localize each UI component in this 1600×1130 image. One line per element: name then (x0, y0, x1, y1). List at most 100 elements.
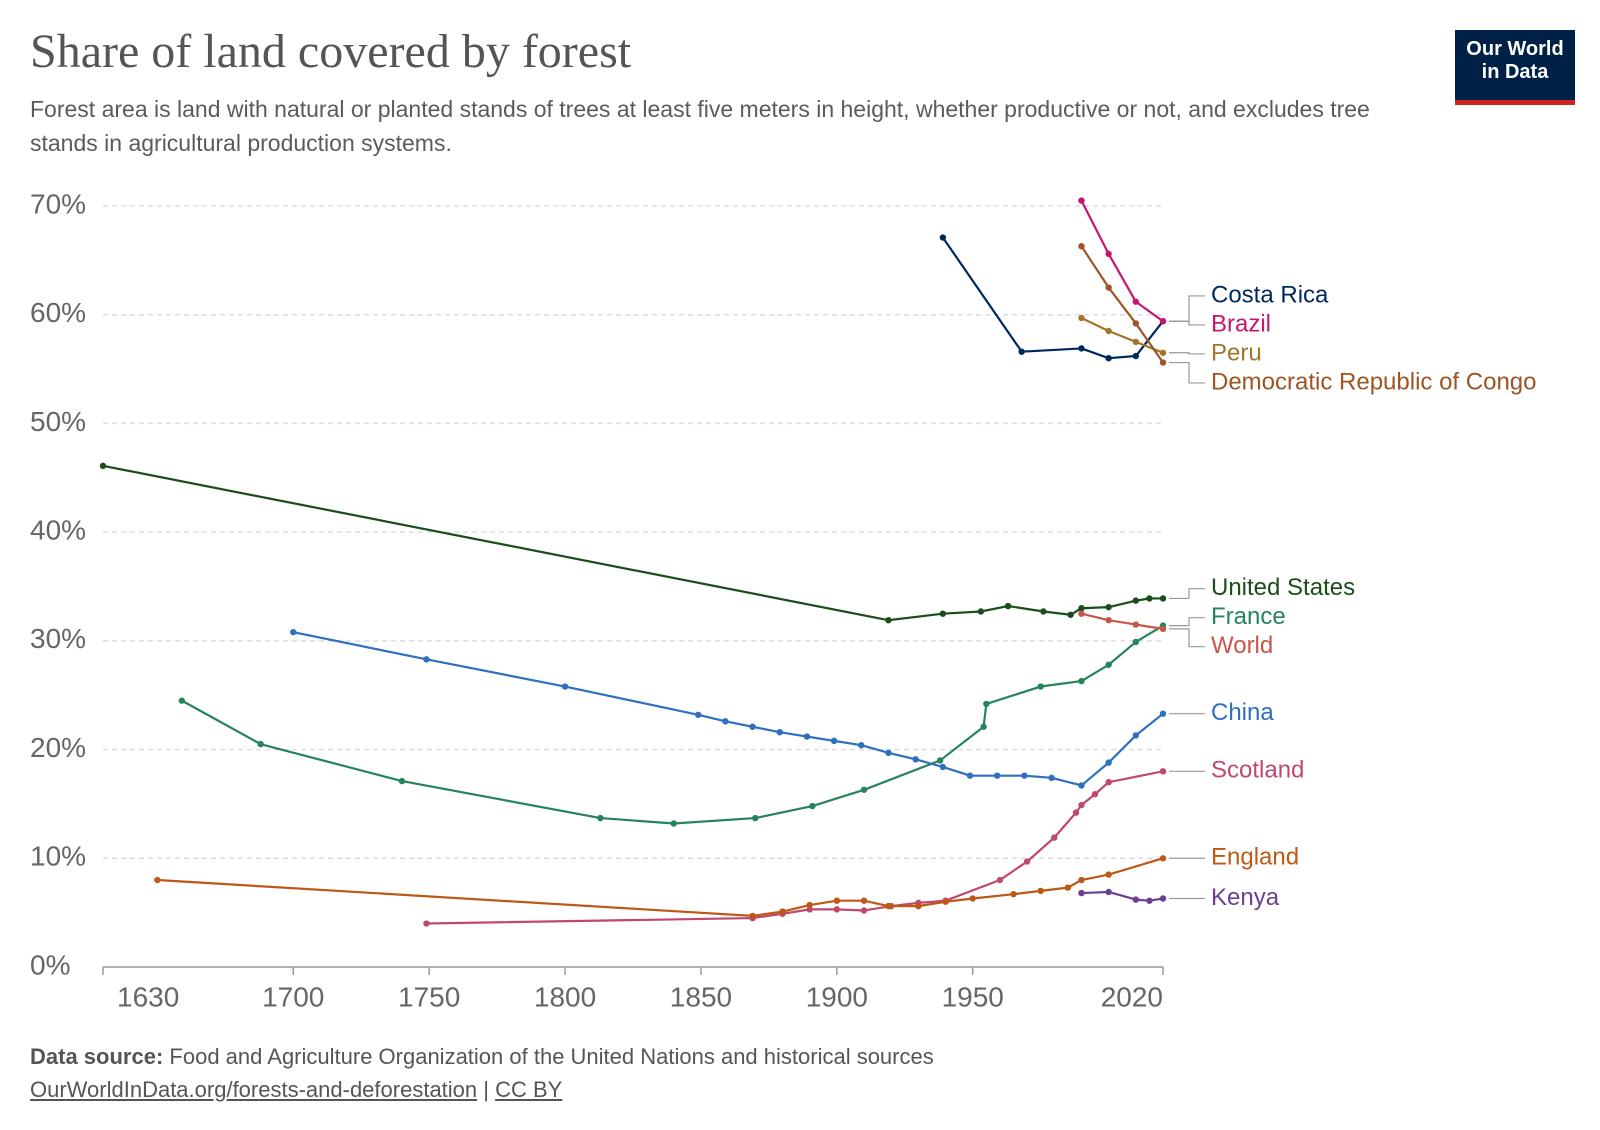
x-tick-label: 2020 (1101, 981, 1163, 1012)
data-point (1132, 597, 1140, 604)
series-label: Kenya (1211, 884, 1280, 911)
data-point (1105, 603, 1112, 611)
chart-subtitle: Forest area is land with natural or plan… (30, 96, 1370, 156)
series-line (157, 857, 1164, 918)
data-point (1023, 858, 1031, 865)
series-label: China (1211, 699, 1274, 726)
series-label: Peru (1211, 339, 1262, 366)
data-point (423, 656, 430, 663)
data-point (1146, 595, 1153, 602)
data-point (1105, 355, 1112, 362)
y-tick-label: 30% (30, 623, 86, 654)
logo[interactable]: Our World in Data (1455, 30, 1575, 105)
data-point (1091, 790, 1099, 798)
x-tick-label: 1700 (262, 981, 324, 1012)
y-tick-label: 20% (30, 732, 86, 763)
data-point (1078, 876, 1085, 884)
series-label: United States (1211, 574, 1355, 601)
data-point (915, 902, 922, 910)
label-connector (1169, 588, 1205, 600)
data-point (942, 898, 949, 905)
data-point (1078, 345, 1085, 352)
data-point (803, 733, 811, 740)
data-point (1105, 327, 1112, 335)
x-tick-label: 1850 (670, 981, 732, 1012)
x-tick-label: 1750 (398, 981, 460, 1012)
data-point (1132, 621, 1140, 628)
data-point (561, 683, 569, 690)
url[interactable]: OurWorldInData.org/forests-and-deforesta… (30, 1077, 478, 1102)
link-line: OurWorldInData.org/forests-and-deforesta… (30, 1073, 934, 1106)
x-tick-label: 1630 (117, 981, 179, 1012)
y-tick-label: 70% (30, 188, 86, 219)
license[interactable]: CC BY (495, 1077, 563, 1102)
data-point (977, 608, 985, 615)
data-point (749, 723, 756, 730)
data-point (983, 700, 990, 708)
data-point (966, 772, 974, 779)
data-point (1078, 197, 1085, 204)
data-point (939, 610, 947, 617)
data-point (290, 628, 297, 636)
x-tick-label: 1800 (534, 981, 596, 1012)
data-point (423, 920, 430, 927)
data-point (1021, 772, 1028, 779)
y-tick-label: 50% (30, 406, 86, 437)
data-point (1040, 608, 1047, 615)
data-point (1105, 284, 1112, 291)
series-line (426, 770, 1164, 925)
series-line (1080, 200, 1164, 323)
data-point (1072, 809, 1080, 816)
data-point (1132, 338, 1140, 346)
y-tick-label: 60% (30, 297, 86, 328)
data-point (1078, 243, 1085, 250)
data-point (1051, 834, 1058, 841)
data-point (885, 749, 892, 757)
data-point (830, 737, 838, 745)
data-point (1132, 352, 1140, 360)
data-point (154, 876, 161, 884)
data-point (779, 908, 786, 915)
data-point (936, 757, 944, 764)
label-connector (1169, 628, 1205, 648)
data-point (670, 820, 677, 827)
data-point (1132, 896, 1140, 903)
data-point (1078, 610, 1085, 617)
series-line (102, 464, 1163, 622)
data-point (1105, 250, 1112, 258)
series-line (941, 236, 1164, 360)
data-point (885, 617, 892, 624)
label-connector (1169, 617, 1205, 627)
label-connector (1169, 352, 1205, 355)
y-tick-label: 40% (30, 515, 86, 546)
data-point (1132, 732, 1140, 739)
series-line (1080, 245, 1164, 364)
data-point (860, 897, 868, 904)
data-point (1159, 710, 1167, 717)
data-point (1105, 617, 1112, 624)
data-point (1105, 759, 1112, 766)
label-connector (1169, 320, 1205, 326)
series-label: Democratic Republic of Congo (1211, 368, 1537, 395)
data-point (1067, 611, 1074, 618)
data-point (1064, 884, 1072, 891)
data-point (1132, 638, 1140, 646)
data-point (1132, 320, 1140, 327)
data-point (1037, 887, 1044, 895)
x-tick-label: 1900 (806, 981, 868, 1012)
data-point (1037, 683, 1044, 690)
data-point (912, 756, 919, 763)
data-point (722, 718, 729, 725)
data-point (1010, 890, 1017, 898)
data-point (1078, 677, 1085, 685)
data-point (257, 740, 264, 748)
data-point (1159, 349, 1167, 356)
series-label: England (1211, 844, 1299, 871)
series-line (293, 631, 1164, 787)
series-label: Costa Rica (1211, 281, 1329, 308)
y-tick-label: 10% (30, 841, 86, 872)
data-point (1048, 774, 1055, 782)
data-point (752, 814, 759, 822)
logo-line: Our World (1466, 38, 1564, 60)
